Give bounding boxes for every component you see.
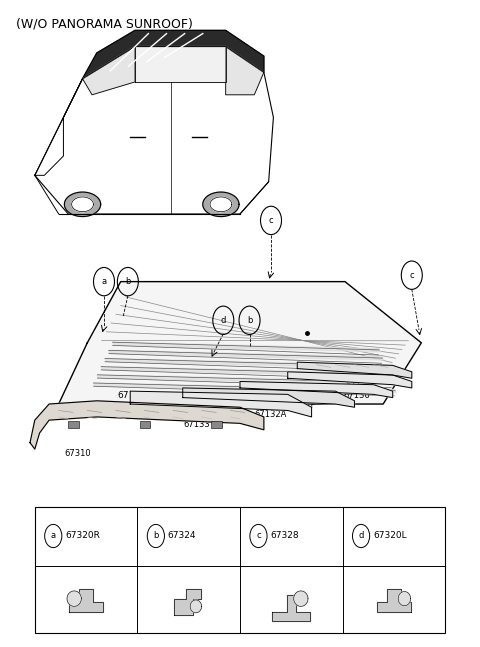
Text: 67328: 67328 bbox=[270, 531, 299, 540]
Bar bbox=[140, 421, 150, 428]
Polygon shape bbox=[174, 589, 201, 615]
Polygon shape bbox=[64, 192, 101, 217]
Polygon shape bbox=[30, 400, 264, 449]
Text: a: a bbox=[51, 531, 56, 540]
Polygon shape bbox=[377, 589, 410, 611]
Polygon shape bbox=[83, 47, 135, 95]
Polygon shape bbox=[97, 375, 394, 384]
Text: a: a bbox=[101, 277, 107, 286]
Text: b: b bbox=[153, 531, 158, 540]
Polygon shape bbox=[70, 589, 103, 611]
Polygon shape bbox=[59, 281, 421, 404]
Polygon shape bbox=[297, 362, 412, 378]
Polygon shape bbox=[83, 30, 264, 79]
Text: 67324: 67324 bbox=[168, 531, 196, 540]
Polygon shape bbox=[130, 391, 312, 417]
Text: 67132A: 67132A bbox=[255, 410, 287, 419]
Text: d: d bbox=[221, 316, 226, 325]
Polygon shape bbox=[113, 342, 381, 352]
Text: 67111A: 67111A bbox=[118, 391, 153, 400]
Polygon shape bbox=[101, 367, 390, 377]
Text: b: b bbox=[125, 277, 131, 286]
Polygon shape bbox=[105, 358, 387, 368]
Text: b: b bbox=[247, 316, 252, 325]
Polygon shape bbox=[94, 383, 396, 393]
Polygon shape bbox=[210, 197, 232, 212]
Polygon shape bbox=[67, 591, 81, 606]
Text: 67320R: 67320R bbox=[65, 531, 100, 540]
Text: 67310: 67310 bbox=[64, 449, 91, 458]
Polygon shape bbox=[72, 197, 94, 212]
Polygon shape bbox=[35, 47, 274, 214]
Polygon shape bbox=[288, 372, 412, 388]
Text: c: c bbox=[269, 216, 273, 225]
Text: 67136: 67136 bbox=[344, 391, 370, 400]
Polygon shape bbox=[226, 47, 264, 95]
Bar bbox=[68, 421, 79, 428]
Text: 67130A: 67130A bbox=[346, 382, 378, 391]
Polygon shape bbox=[109, 350, 384, 360]
Text: 67133: 67133 bbox=[184, 420, 210, 429]
Polygon shape bbox=[203, 192, 239, 217]
Polygon shape bbox=[190, 600, 202, 613]
Bar bbox=[211, 421, 222, 428]
Polygon shape bbox=[240, 382, 393, 398]
Text: 67121F: 67121F bbox=[284, 400, 315, 410]
Text: (W/O PANORAMA SUNROOF): (W/O PANORAMA SUNROOF) bbox=[16, 17, 192, 30]
Polygon shape bbox=[294, 591, 308, 606]
Text: c: c bbox=[409, 270, 414, 280]
Polygon shape bbox=[135, 47, 226, 82]
Text: 67320L: 67320L bbox=[373, 531, 407, 540]
Text: c: c bbox=[256, 531, 261, 540]
Polygon shape bbox=[183, 388, 355, 407]
Polygon shape bbox=[272, 595, 311, 621]
Text: d: d bbox=[359, 531, 364, 540]
Polygon shape bbox=[398, 591, 410, 606]
